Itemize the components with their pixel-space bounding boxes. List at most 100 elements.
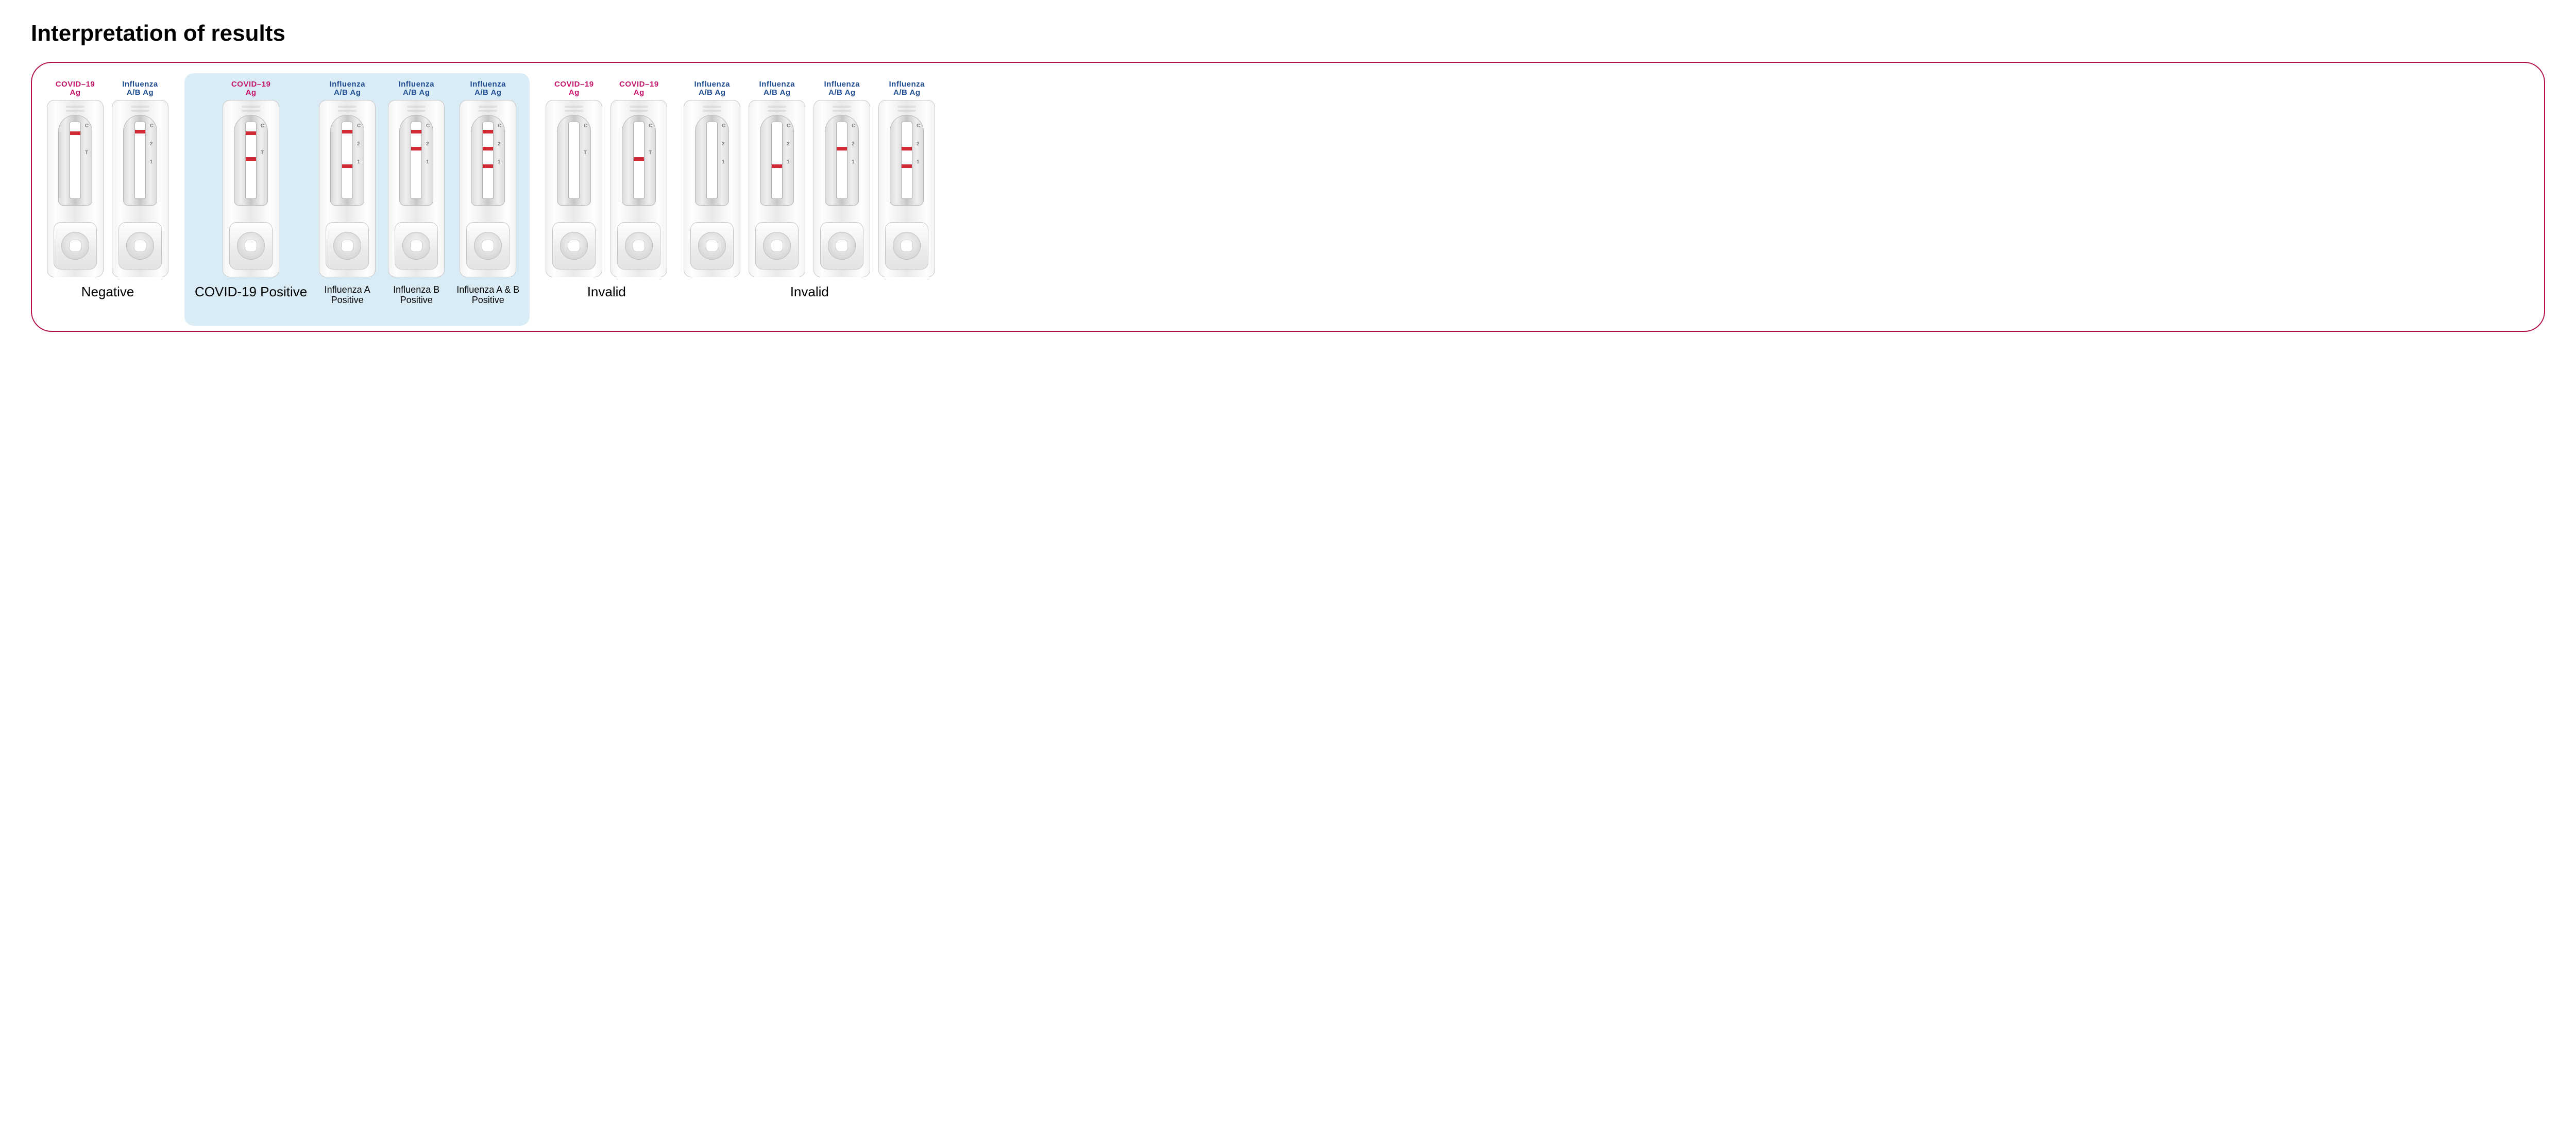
result-label: Negative bbox=[81, 284, 134, 316]
positive-highlight-box: COVID–19Ag CT COVID-19 Positive InfluenzaA/… bbox=[184, 73, 530, 326]
cassette-covid: COVID–19Ag CT bbox=[545, 80, 603, 277]
sample-well-area bbox=[112, 206, 168, 273]
cassette-title: InfluenzaA/B Ag bbox=[694, 80, 731, 97]
test-strip bbox=[901, 122, 912, 199]
sample-well-area bbox=[460, 206, 516, 273]
line-markers: C21 bbox=[426, 123, 430, 166]
cassette-body: CT bbox=[47, 100, 104, 277]
cassette-grip bbox=[703, 106, 721, 112]
cassette-title: COVID–19Ag bbox=[231, 80, 271, 97]
result-band bbox=[342, 130, 352, 133]
cassette-body: CT bbox=[223, 100, 279, 277]
cassette-influenza: InfluenzaA/B Ag C21 bbox=[459, 80, 517, 277]
line-markers: C21 bbox=[787, 123, 790, 166]
cassette-title: COVID–19Ag bbox=[619, 80, 659, 97]
cassette-body: C21 bbox=[460, 100, 516, 277]
cassette-grip bbox=[479, 106, 497, 112]
cassette-row: COVID–19AgCT InfluenzaA/B Ag C21 bbox=[46, 80, 169, 277]
cassette-influenza: InfluenzaA/B Ag C21 bbox=[748, 80, 806, 277]
cassette-title: InfluenzaA/B Ag bbox=[329, 80, 365, 97]
sample-well-area bbox=[749, 206, 805, 273]
line-markers: C21 bbox=[852, 123, 855, 166]
result-band bbox=[70, 131, 80, 135]
line-markers: C21 bbox=[498, 123, 501, 166]
result-window: C21 bbox=[695, 115, 729, 206]
line-markers: CT bbox=[261, 123, 264, 157]
cassette-body: C21 bbox=[112, 100, 168, 277]
cassette-influenza: InfluenzaA/B Ag C21 bbox=[683, 80, 741, 277]
result-label: Influenza APositive bbox=[325, 284, 370, 316]
result-band bbox=[246, 131, 256, 135]
result-band bbox=[634, 157, 644, 161]
cassette-grip bbox=[131, 106, 149, 112]
cassette-body: C21 bbox=[814, 100, 870, 277]
cassette-grip bbox=[407, 106, 426, 112]
result-group: COVID–19AgCT InfluenzaA/B Ag C21 Negative bbox=[46, 80, 169, 316]
cassette-covid: COVID–19AgCT bbox=[46, 80, 104, 277]
line-markers: CT bbox=[584, 123, 587, 157]
result-band bbox=[772, 164, 782, 168]
result-band bbox=[135, 130, 145, 133]
result-window: CT bbox=[234, 115, 268, 206]
cassette-influenza: InfluenzaA/B Ag C21 bbox=[387, 80, 445, 277]
result-band bbox=[483, 147, 493, 150]
sample-well-area bbox=[879, 206, 935, 273]
result-window: C21 bbox=[471, 115, 505, 206]
result-band bbox=[342, 164, 352, 168]
cassette-title: InfluenzaA/B Ag bbox=[759, 80, 795, 97]
result-frame: COVID–19AgCTInfluenzaA/B AgC21NegativeCO… bbox=[31, 62, 2545, 332]
result-group: InfluenzaA/B Ag C21 Influenza A & BPositiv… bbox=[456, 80, 519, 316]
result-band bbox=[411, 130, 421, 133]
result-band bbox=[483, 130, 493, 133]
result-window: CT bbox=[622, 115, 656, 206]
cassette-title: InfluenzaA/B Ag bbox=[470, 80, 506, 97]
sample-well-area bbox=[611, 206, 667, 273]
result-band bbox=[837, 147, 847, 150]
cassette-influenza: InfluenzaA/B Ag C21 bbox=[318, 80, 376, 277]
cassette-covid: COVID–19Ag CT bbox=[610, 80, 668, 277]
result-group: InfluenzaA/B Ag C21 InfluenzaA/B Ag C21 Infl… bbox=[683, 80, 936, 316]
cassette-title: InfluenzaA/B Ag bbox=[122, 80, 158, 97]
cassette-covid: COVID–19Ag CT bbox=[222, 80, 280, 277]
result-label: Influenza BPositive bbox=[393, 284, 439, 316]
test-strip bbox=[771, 122, 783, 199]
result-band bbox=[902, 164, 912, 168]
result-window: C21 bbox=[825, 115, 859, 206]
result-window: C21 bbox=[890, 115, 924, 206]
sample-well-area bbox=[814, 206, 870, 273]
test-strip bbox=[706, 122, 718, 199]
cassette-title: COVID–19Ag bbox=[554, 80, 594, 97]
cassette-grip bbox=[66, 106, 84, 112]
cassette-row: COVID–19Ag CT COVID–19Ag CT bbox=[545, 80, 668, 277]
test-strip bbox=[342, 122, 353, 199]
result-label: COVID-19 Positive bbox=[195, 284, 307, 316]
result-label: Invalid bbox=[587, 284, 626, 316]
cassette-body: CT bbox=[611, 100, 667, 277]
result-group: COVID–19Ag CT COVID-19 Positive bbox=[195, 80, 307, 316]
cassette-body: C21 bbox=[319, 100, 376, 277]
test-strip bbox=[568, 122, 580, 199]
sample-well-area bbox=[684, 206, 740, 273]
cassette-title: InfluenzaA/B Ag bbox=[398, 80, 434, 97]
result-group: InfluenzaA/B Ag C21 Influenza APositive bbox=[318, 80, 376, 316]
result-band bbox=[246, 157, 256, 161]
cassette-body: C21 bbox=[388, 100, 445, 277]
cassette-grip bbox=[833, 106, 851, 112]
cassette-influenza: InfluenzaA/B AgC21 bbox=[878, 80, 936, 277]
sample-well-area bbox=[546, 206, 602, 273]
result-window: C21 bbox=[330, 115, 364, 206]
test-strip bbox=[411, 122, 422, 199]
page-title: Interpretation of results bbox=[31, 21, 2545, 46]
line-markers: CT bbox=[649, 123, 652, 157]
result-label: Influenza A & BPositive bbox=[456, 284, 519, 316]
line-markers: CT bbox=[85, 123, 89, 157]
cassette-grip bbox=[630, 106, 648, 112]
line-markers: C21 bbox=[722, 123, 725, 166]
cassette-title: InfluenzaA/B Ag bbox=[824, 80, 860, 97]
result-group: InfluenzaA/B Ag C21 Influenza BPositive bbox=[387, 80, 445, 316]
cassette-grip bbox=[897, 106, 916, 112]
cassette-body: C21 bbox=[878, 100, 935, 277]
test-strip bbox=[633, 122, 645, 199]
test-strip bbox=[245, 122, 257, 199]
result-window: C21 bbox=[123, 115, 157, 206]
